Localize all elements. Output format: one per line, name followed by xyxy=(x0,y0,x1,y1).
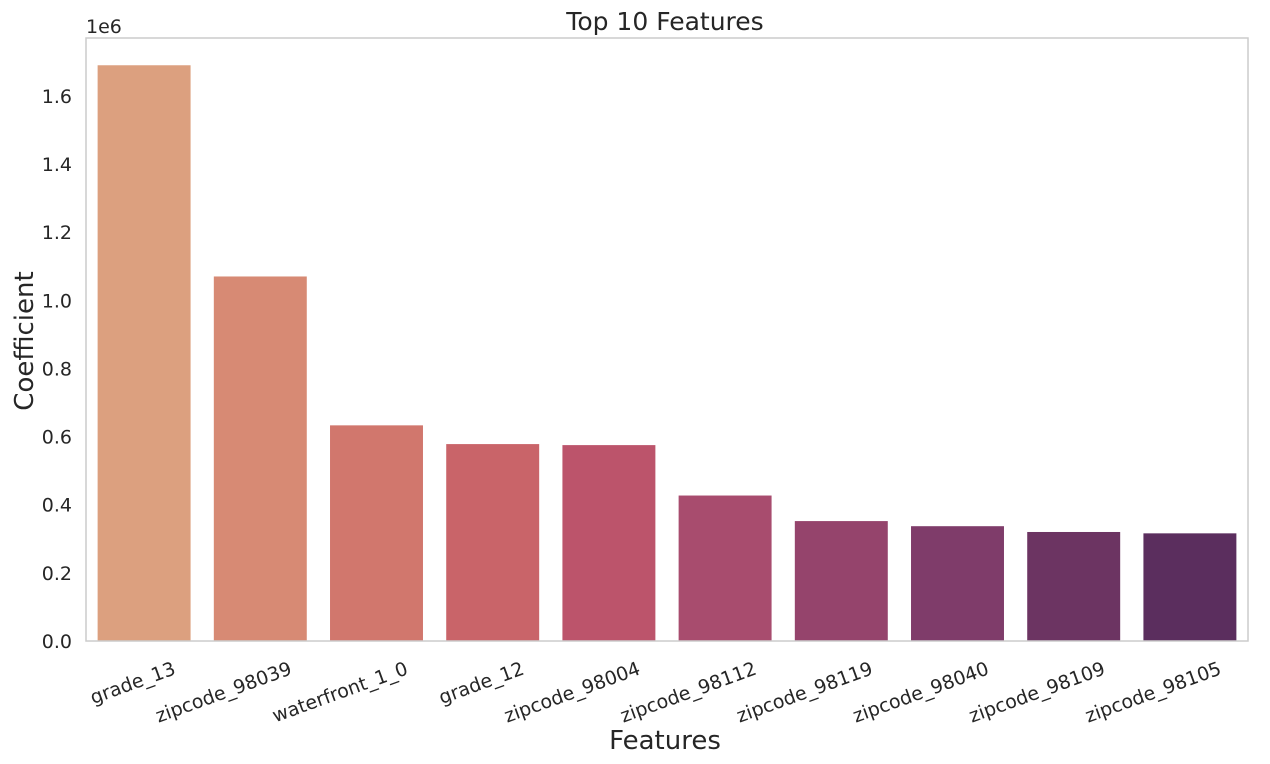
bar-zipcode_98004 xyxy=(562,445,656,641)
y-ticks-group: 0.0 0.2 0.4 0.6 0.8 1.0 1.2 1.4 1.6 xyxy=(42,86,72,653)
bar-zipcode_98119 xyxy=(794,521,888,641)
y-tick-label: 0.6 xyxy=(42,427,72,449)
bar-zipcode_98039 xyxy=(213,276,307,641)
x-axis-label: Features xyxy=(609,726,721,756)
bar-zipcode_98112 xyxy=(678,495,772,641)
x-tick-label: grade_13 xyxy=(87,658,178,709)
y-tick-label: 0.4 xyxy=(42,495,72,517)
y-tick-label: 0.2 xyxy=(42,563,72,585)
chart-title: Top 10 Features xyxy=(565,7,763,36)
y-tick-label: 1.4 xyxy=(42,154,72,176)
y-tick-label: 0.8 xyxy=(42,358,72,380)
y-tick-label: 0.0 xyxy=(42,631,72,653)
bar-zipcode_98105 xyxy=(1143,533,1237,641)
x-tick-label: grade_12 xyxy=(436,658,527,709)
bars-group xyxy=(97,65,1237,642)
bar-grade_13 xyxy=(97,65,191,642)
bar-waterfront_1_0 xyxy=(330,425,423,641)
y-axis-label: Coefficient xyxy=(10,271,40,410)
bar-zipcode_98040 xyxy=(911,526,1004,641)
bar-zipcode_98109 xyxy=(1027,531,1121,641)
plot-frame xyxy=(85,37,1249,642)
bar-grade_12 xyxy=(446,444,540,641)
y-axis-multiplier: 1e6 xyxy=(86,16,122,38)
y-tick-label: 1.0 xyxy=(42,290,72,312)
y-tick-label: 1.6 xyxy=(42,86,72,108)
y-tick-label: 1.2 xyxy=(42,222,72,244)
